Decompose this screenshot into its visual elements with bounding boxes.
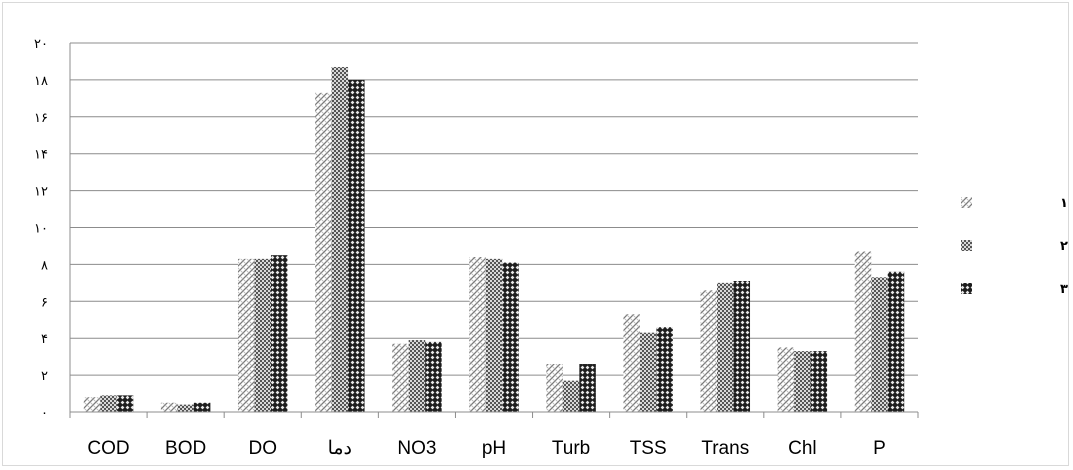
x-tick-label: P xyxy=(873,438,886,459)
bar xyxy=(639,332,657,412)
bar xyxy=(116,395,134,412)
bar xyxy=(794,351,811,412)
legend-swatch xyxy=(961,240,972,251)
bar xyxy=(887,271,905,412)
axes xyxy=(69,43,919,418)
y-tick-label: ۱۴ xyxy=(34,148,48,163)
bar xyxy=(177,404,194,412)
bar xyxy=(193,402,211,412)
bar xyxy=(469,257,486,412)
x-tick-label: Trans xyxy=(701,438,749,459)
bar xyxy=(810,351,828,412)
bar xyxy=(777,347,795,412)
y-tick-label: ۱۰ xyxy=(34,222,48,237)
y-tick-label: ۲ xyxy=(41,369,48,384)
x-tick-label: Turb xyxy=(552,438,590,459)
legend: ایستگاه ۱ ایستگاه ۲ ایستگاه ۳ xyxy=(961,195,1073,297)
x-tick-label: TSS xyxy=(630,438,667,459)
bar xyxy=(717,282,734,412)
bar xyxy=(733,281,751,412)
y-tick-label: ۸ xyxy=(41,258,48,273)
x-tick-label: DO xyxy=(248,438,277,459)
bar xyxy=(502,262,519,412)
bar xyxy=(348,79,365,413)
bar xyxy=(83,397,101,412)
bar xyxy=(871,277,888,412)
y-tick-label: ۶ xyxy=(41,295,48,310)
x-tick-label: دما xyxy=(328,438,352,459)
bar xyxy=(254,258,271,412)
bar xyxy=(237,258,255,412)
legend-swatch xyxy=(961,283,972,294)
legend-label: ایستگاه ۲ xyxy=(1060,238,1073,254)
y-tick-labels: ۰ ۲ ۴ ۶ ۸ ۱۰ ۱۲ ۱۴ ۱۶ ۱۸ ۲۰ xyxy=(34,37,48,421)
gridlines xyxy=(70,42,918,376)
x-tick-label: NO3 xyxy=(397,438,436,459)
y-tick-label: ۱۸ xyxy=(34,74,48,89)
bar xyxy=(392,343,409,412)
bar xyxy=(623,314,640,412)
legend-swatch xyxy=(961,197,972,208)
bar xyxy=(425,341,442,412)
y-tick-label: ۲۰ xyxy=(34,37,48,52)
y-tick-label: ۱۲ xyxy=(34,185,48,200)
bar xyxy=(854,251,872,412)
x-tick-label: Chl xyxy=(788,438,817,459)
x-tick-labels: COD BOD DO دما NO3 pH Turb TSS Trans Chl P xyxy=(87,438,885,459)
bar xyxy=(160,402,178,412)
bar xyxy=(579,364,596,412)
bar xyxy=(408,340,426,412)
x-tick-label: pH xyxy=(482,438,506,459)
legend-label: ایستگاه ۱ xyxy=(1060,195,1073,211)
bar xyxy=(270,255,288,412)
x-tick-label: COD xyxy=(87,438,129,459)
y-tick-label: ۴ xyxy=(41,332,48,347)
bar xyxy=(331,66,349,413)
bar xyxy=(656,327,673,412)
bar xyxy=(485,258,503,412)
y-tick-label: ۰ xyxy=(41,406,48,421)
y-tick-label: ۱۶ xyxy=(34,111,48,126)
bars-group xyxy=(83,66,905,413)
bar xyxy=(315,92,332,412)
bar xyxy=(546,364,563,412)
bar xyxy=(562,380,580,412)
bar xyxy=(100,395,117,412)
legend-label: ایستگاه ۳ xyxy=(1060,281,1073,297)
x-tick-label: BOD xyxy=(165,438,206,459)
bar xyxy=(700,290,718,412)
